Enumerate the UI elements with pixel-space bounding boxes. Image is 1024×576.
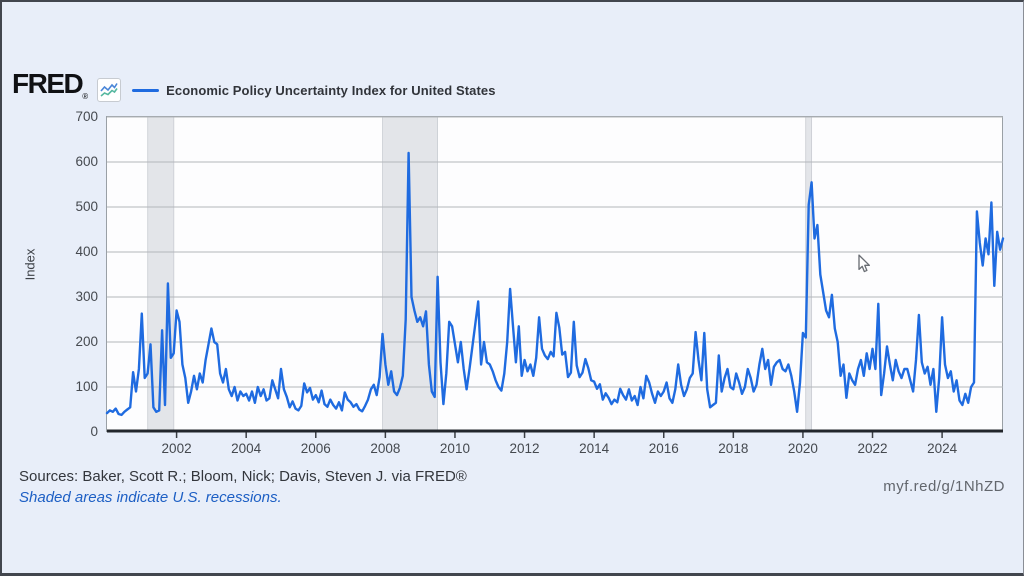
series-legend-label: Economic Policy Uncertainty Index for Un… xyxy=(166,82,496,98)
fred-logo: FRED® xyxy=(12,69,89,109)
epu-series-line[interactable] xyxy=(105,151,1005,417)
fred-graph-icon-glyph xyxy=(100,83,118,97)
y-tick-label: 300 xyxy=(75,289,98,304)
y-tick-label: 500 xyxy=(75,199,98,214)
registered-mark: ® xyxy=(82,91,89,101)
x-tick-label: 2002 xyxy=(161,441,192,456)
x-tick-label: 2024 xyxy=(927,441,958,456)
fred-logo-text: FRED xyxy=(12,67,84,99)
x-tick-label: 2014 xyxy=(579,441,610,456)
plot-area-border xyxy=(106,116,1003,432)
x-tick-label: 2022 xyxy=(857,441,888,456)
x-tick-label: 2012 xyxy=(509,441,540,456)
sources-text: Sources: Baker, Scott R.; Bloom, Nick; D… xyxy=(19,468,467,485)
y-tick-label: 200 xyxy=(75,334,98,349)
x-tick-label: 2006 xyxy=(300,441,331,456)
chart-header: FRED® Economic Policy Uncertainty Index … xyxy=(12,69,496,104)
x-tick-label: 2004 xyxy=(231,441,262,456)
y-tick-label: 700 xyxy=(75,109,98,124)
y-tick-label: 100 xyxy=(75,379,98,394)
mouse-cursor xyxy=(858,254,870,273)
short-url: myf.red/g/1NhZD xyxy=(883,478,1005,495)
fred-graph-icon xyxy=(97,78,122,102)
x-tick-label: 2018 xyxy=(718,441,749,456)
x-tick-label: 2020 xyxy=(787,441,818,456)
recession-note[interactable]: Shaded areas indicate U.S. recessions. xyxy=(19,489,282,506)
y-tick-label: 600 xyxy=(75,154,98,169)
x-tick-label: 2010 xyxy=(439,441,470,456)
y-tick-label: 400 xyxy=(75,244,98,259)
y-tick-label: 0 xyxy=(90,424,98,439)
series-legend-key xyxy=(132,88,160,92)
x-tick-label: 2008 xyxy=(370,441,401,456)
x-tick-label: 2016 xyxy=(648,441,679,456)
chart-plot-area[interactable] xyxy=(105,116,1005,439)
